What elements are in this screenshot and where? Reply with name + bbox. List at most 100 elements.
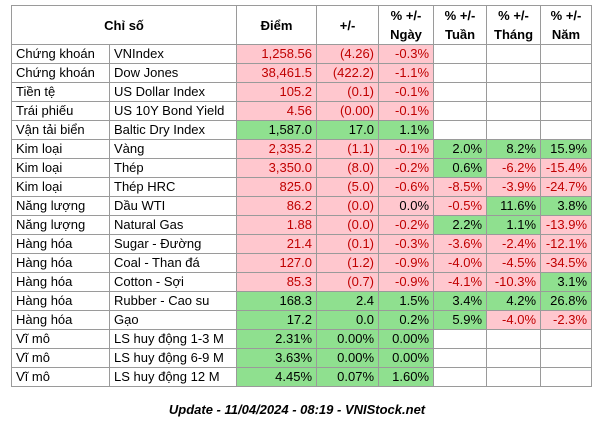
table-row: Vĩ mô LS huy động 12 M 4.45% 0.07% 1.60% <box>11 367 593 387</box>
cell-pct-month <box>486 101 542 121</box>
cell-pct-day: -0.2% <box>378 215 435 235</box>
cell-pct-year: -12.1% <box>540 234 593 254</box>
cell-pct-month: 1.1% <box>486 215 542 235</box>
cell-change: (1.1) <box>316 139 380 159</box>
cell-pct-week <box>433 348 488 368</box>
cell-pct-year: -15.4% <box>540 158 593 178</box>
table-row: Trái phiếu US 10Y Bond Yield 4.56 (0.00) -0.… <box>11 101 593 121</box>
cell-name: US Dollar Index <box>108 82 238 102</box>
cell-pct-year <box>540 329 593 349</box>
cell-pct-week: -4.1% <box>433 272 488 292</box>
cell-value: 825.0 <box>236 177 318 197</box>
cell-name: US 10Y Bond Yield <box>108 101 238 121</box>
cell-pct-week: 0.6% <box>433 158 488 178</box>
cell-pct-day: 0.0% <box>378 196 435 216</box>
cell-pct-month: -10.3% <box>486 272 542 292</box>
cell-value: 168.3 <box>236 291 318 311</box>
cell-change: (0.1) <box>316 82 380 102</box>
cell-name: Dầu WTI <box>108 196 238 216</box>
cell-pct-month <box>486 120 542 140</box>
table-row: Vận tải biển Baltic Dry Index 1,587.0 17.0 1… <box>11 120 593 140</box>
cell-pct-year: -13.9% <box>540 215 593 235</box>
cell-value: 2.31% <box>236 329 318 349</box>
cell-name: LS huy động 6-9 M <box>108 348 238 368</box>
cell-pct-week: 2.0% <box>433 139 488 159</box>
cell-pct-day: -1.1% <box>378 63 435 83</box>
cell-pct-year <box>540 63 593 83</box>
cell-pct-year <box>540 348 593 368</box>
cell-name: Baltic Dry Index <box>108 120 238 140</box>
cell-pct-week: -0.5% <box>433 196 488 216</box>
cell-pct-week <box>433 329 488 349</box>
cell-value: 17.2 <box>236 310 318 330</box>
cell-category: Hàng hóa <box>11 291 110 311</box>
cell-value: 86.2 <box>236 196 318 216</box>
cell-change: (5.0) <box>316 177 380 197</box>
cell-pct-month: -3.9% <box>486 177 542 197</box>
header-diem: Điểm <box>236 5 318 45</box>
cell-name: VNIndex <box>108 44 238 64</box>
header-change: +/- <box>316 5 380 45</box>
cell-category: Vận tải biển <box>11 120 110 140</box>
header-pct-year-top: % +/- <box>540 5 593 25</box>
cell-pct-year: 3.1% <box>540 272 593 292</box>
cell-category: Kim loại <box>11 139 110 159</box>
cell-pct-month: -4.5% <box>486 253 542 273</box>
table-row: Vĩ mô LS huy động 6-9 M 3.63% 0.00% 0.00% <box>11 348 593 368</box>
cell-name: Coal - Than đá <box>108 253 238 273</box>
cell-pct-month: -6.2% <box>486 158 542 178</box>
cell-pct-year <box>540 101 593 121</box>
cell-name: Sugar - Đường <box>108 234 238 254</box>
cell-pct-month <box>486 367 542 387</box>
cell-pct-week: -4.0% <box>433 253 488 273</box>
cell-category: Năng lượng <box>11 196 110 216</box>
cell-category: Tiền tệ <box>11 82 110 102</box>
header-pct-week-bottom: Tuần <box>433 25 488 45</box>
cell-pct-week <box>433 82 488 102</box>
cell-pct-week: 3.4% <box>433 291 488 311</box>
cell-value: 4.56 <box>236 101 318 121</box>
cell-pct-month <box>486 82 542 102</box>
cell-pct-month <box>486 329 542 349</box>
cell-pct-year: 15.9% <box>540 139 593 159</box>
cell-pct-day: -0.3% <box>378 234 435 254</box>
cell-change: (0.1) <box>316 234 380 254</box>
cell-pct-week <box>433 367 488 387</box>
cell-name: Dow Jones <box>108 63 238 83</box>
table-row: Chứng khoán Dow Jones 38,461.5 (422.2) -1.1% <box>11 63 593 83</box>
cell-change: 0.07% <box>316 367 380 387</box>
cell-pct-day: -0.1% <box>378 139 435 159</box>
table-row: Hàng hóa Cotton - Sợi 85.3 (0.7) -0.9% -4.1% -… <box>11 272 593 292</box>
cell-value: 1,587.0 <box>236 120 318 140</box>
cell-category: Hàng hóa <box>11 310 110 330</box>
table-row: Kim loại Vàng 2,335.2 (1.1) -0.1% 2.0% 8.2% 15.… <box>11 139 593 159</box>
cell-category: Vĩ mô <box>11 329 110 349</box>
cell-category: Vĩ mô <box>11 348 110 368</box>
cell-name: Thép <box>108 158 238 178</box>
cell-pct-week <box>433 63 488 83</box>
cell-change: (1.2) <box>316 253 380 273</box>
cell-pct-day: -0.6% <box>378 177 435 197</box>
cell-pct-year <box>540 367 593 387</box>
table-row: Năng lượng Natural Gas 1.88 (0.0) -0.2% 2.2% 1… <box>11 215 593 235</box>
cell-change: (8.0) <box>316 158 380 178</box>
cell-value: 21.4 <box>236 234 318 254</box>
cell-change: (422.2) <box>316 63 380 83</box>
cell-name: Gạo <box>108 310 238 330</box>
cell-pct-week: 2.2% <box>433 215 488 235</box>
cell-category: Kim loại <box>11 158 110 178</box>
cell-pct-year: -34.5% <box>540 253 593 273</box>
cell-pct-month: 8.2% <box>486 139 542 159</box>
cell-pct-year: -2.3% <box>540 310 593 330</box>
table-body: Chứng khoán VNIndex 1,258.56 (4.26) -0.3% Chứ… <box>11 44 593 387</box>
cell-pct-day: -0.1% <box>378 101 435 121</box>
cell-pct-day: -0.3% <box>378 44 435 64</box>
cell-pct-day: 1.60% <box>378 367 435 387</box>
header-pct-day-bottom: Ngày <box>378 25 435 45</box>
cell-change: (0.00) <box>316 101 380 121</box>
cell-pct-month <box>486 63 542 83</box>
table-row: Hàng hóa Coal - Than đá 127.0 (1.2) -0.9% -4.… <box>11 253 593 273</box>
table-row: Kim loại Thép HRC 825.0 (5.0) -0.6% -8.5% -3.9… <box>11 177 593 197</box>
cell-value: 105.2 <box>236 82 318 102</box>
cell-value: 2,335.2 <box>236 139 318 159</box>
